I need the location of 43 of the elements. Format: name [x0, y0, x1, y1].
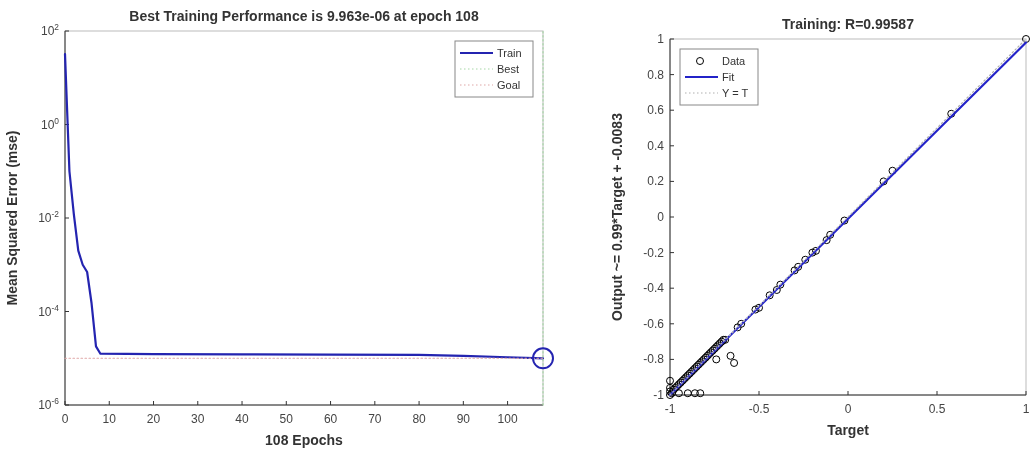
- x-axis-title: 108 Epochs: [265, 432, 344, 448]
- chart-title: Best Training Performance is 9.963e-06 at epoch 108: [129, 8, 479, 24]
- y-axis-title: Output ~= 0.99*Target + -0.0083: [609, 112, 625, 321]
- x-tick-label: 80: [412, 412, 427, 426]
- y-tick-label: 10$^{0}$: [40, 115, 60, 132]
- y-tick-label: 1: [657, 32, 665, 46]
- y-tick-label: 10$^{-6}$: [38, 396, 60, 412]
- y-tick-label: -0.8: [643, 352, 665, 367]
- y-tick-label: -0.6: [643, 316, 665, 331]
- legend-label: Fit: [722, 71, 735, 83]
- y-tick-label: 10$^{-2}$: [38, 209, 60, 225]
- x-tick-label: -0.5: [748, 402, 770, 416]
- x-tick-label: 70: [368, 412, 382, 426]
- x-tick-label: 30: [191, 412, 205, 426]
- x-tick-label: 100: [497, 412, 518, 426]
- x-tick-label: 10: [102, 412, 117, 426]
- x-tick-label: 0: [61, 412, 69, 426]
- y-axis-title: Mean Squared Error (mse): [4, 130, 20, 306]
- y-tick-label: 0.4: [647, 138, 665, 153]
- x-axis-title: Target: [827, 422, 870, 438]
- y-tick-label: -1: [653, 388, 665, 402]
- legend-label: Train: [497, 47, 522, 59]
- x-tick-label: 90: [456, 412, 471, 426]
- x-tick-label: 60: [323, 412, 338, 426]
- legend-label: Goal: [497, 79, 521, 91]
- y-tick-label: 10$^{2}$: [40, 22, 60, 38]
- legend-label: Y = T: [722, 87, 749, 99]
- x-tick-label: 0.5: [928, 402, 946, 416]
- y-tick-label: 10$^{-4}$: [38, 302, 60, 319]
- legend-label: Best: [497, 63, 520, 75]
- x-tick-label: 1: [1022, 402, 1030, 416]
- y-tick-label: 0.6: [647, 103, 665, 118]
- y-tick-label: -0.2: [643, 245, 665, 260]
- y-tick-label: 0.2: [647, 174, 665, 189]
- y-tick-label: 0: [657, 210, 665, 224]
- x-tick-label: 40: [235, 412, 250, 426]
- legend-label: Data: [722, 55, 747, 67]
- y-tick-label: -0.4: [643, 281, 665, 296]
- x-tick-label: 0: [844, 402, 852, 416]
- chart-title: Training: R=0.99587: [782, 16, 915, 32]
- x-tick-label: 50: [279, 412, 294, 426]
- x-tick-label: 20: [146, 412, 161, 426]
- y-tick-label: 0.8: [647, 67, 665, 82]
